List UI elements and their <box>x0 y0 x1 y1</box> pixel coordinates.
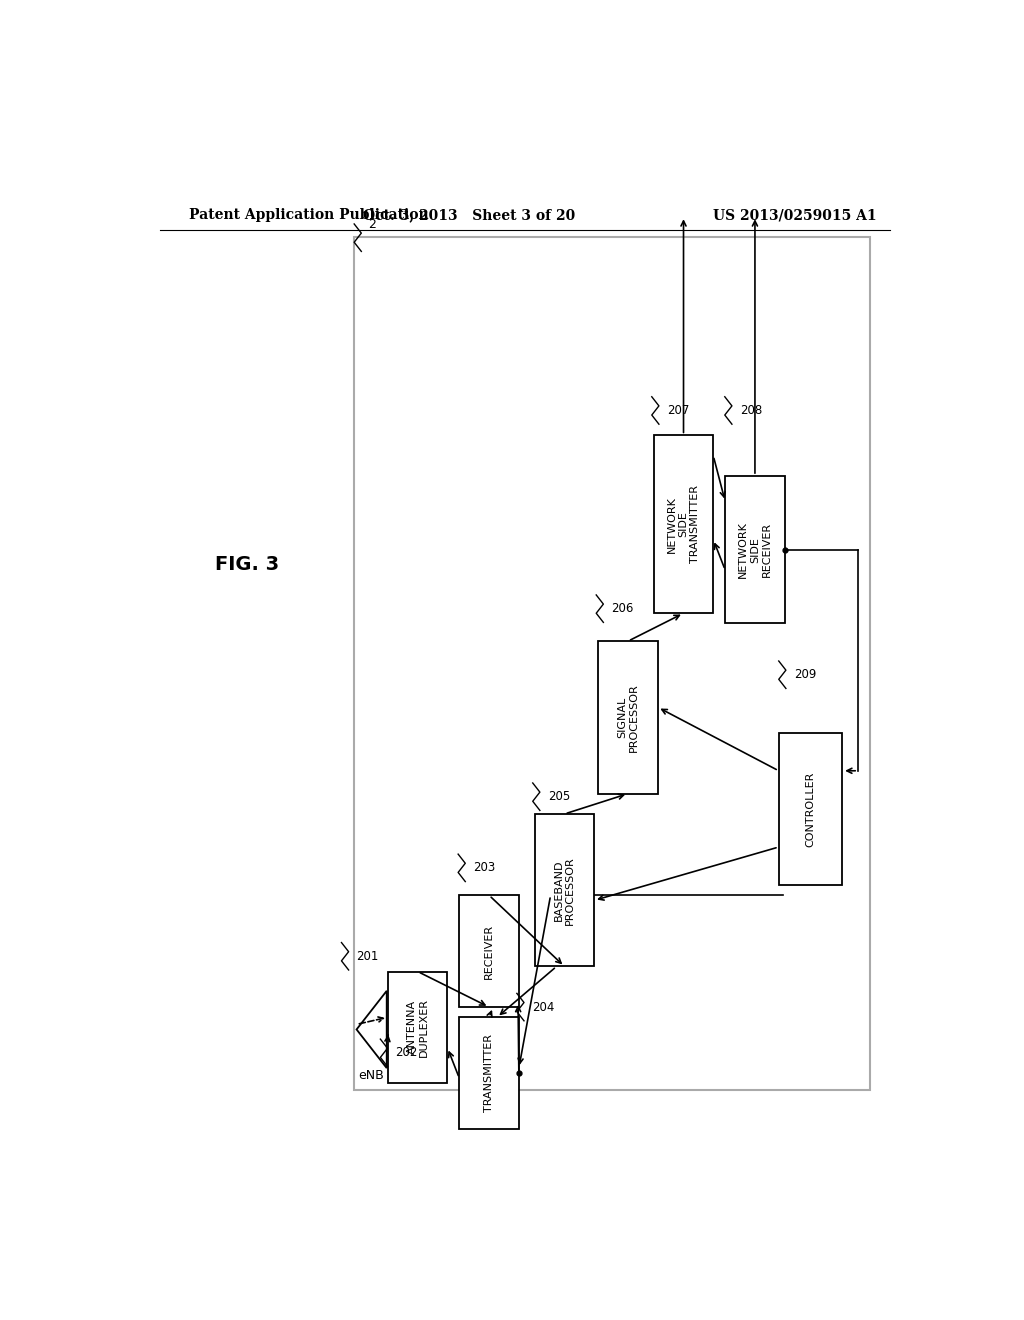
Text: Patent Application Publication: Patent Application Publication <box>189 209 429 222</box>
Text: 207: 207 <box>667 404 689 417</box>
Text: 203: 203 <box>473 862 496 874</box>
Text: eNB: eNB <box>358 1069 384 1082</box>
Bar <box>535 814 594 966</box>
Text: TRANSMITTER: TRANSMITTER <box>484 1034 495 1113</box>
Text: ANTENNA
DUPLEXER: ANTENNA DUPLEXER <box>407 998 428 1057</box>
Text: NETWORK
SIDE
RECEIVER: NETWORK SIDE RECEIVER <box>738 521 771 578</box>
Text: RECEIVER: RECEIVER <box>484 924 495 978</box>
Text: 206: 206 <box>611 602 634 615</box>
Text: 205: 205 <box>548 791 570 803</box>
Bar <box>725 477 784 623</box>
Text: 208: 208 <box>740 404 762 417</box>
Text: CONTROLLER: CONTROLLER <box>806 771 815 846</box>
Text: 202: 202 <box>395 1047 418 1060</box>
Text: Oct. 3, 2013   Sheet 3 of 20: Oct. 3, 2013 Sheet 3 of 20 <box>364 209 575 222</box>
Text: 201: 201 <box>356 950 379 962</box>
Bar <box>388 972 447 1084</box>
Bar <box>778 733 842 886</box>
Text: NETWORK
SIDE
TRANSMITTER: NETWORK SIDE TRANSMITTER <box>667 486 700 564</box>
Bar <box>598 642 657 793</box>
Bar <box>354 236 870 1090</box>
Text: 209: 209 <box>794 668 816 681</box>
Text: 2: 2 <box>369 218 377 231</box>
Text: SIGNAL
PROCESSOR: SIGNAL PROCESSOR <box>617 682 639 752</box>
Bar <box>653 436 714 614</box>
Bar <box>460 895 519 1007</box>
Bar <box>460 1018 519 1129</box>
Text: US 2013/0259015 A1: US 2013/0259015 A1 <box>713 209 877 222</box>
Text: 204: 204 <box>531 1001 554 1014</box>
Text: FIG. 3: FIG. 3 <box>215 556 280 574</box>
Text: BASEBAND
PROCESSOR: BASEBAND PROCESSOR <box>554 855 575 924</box>
